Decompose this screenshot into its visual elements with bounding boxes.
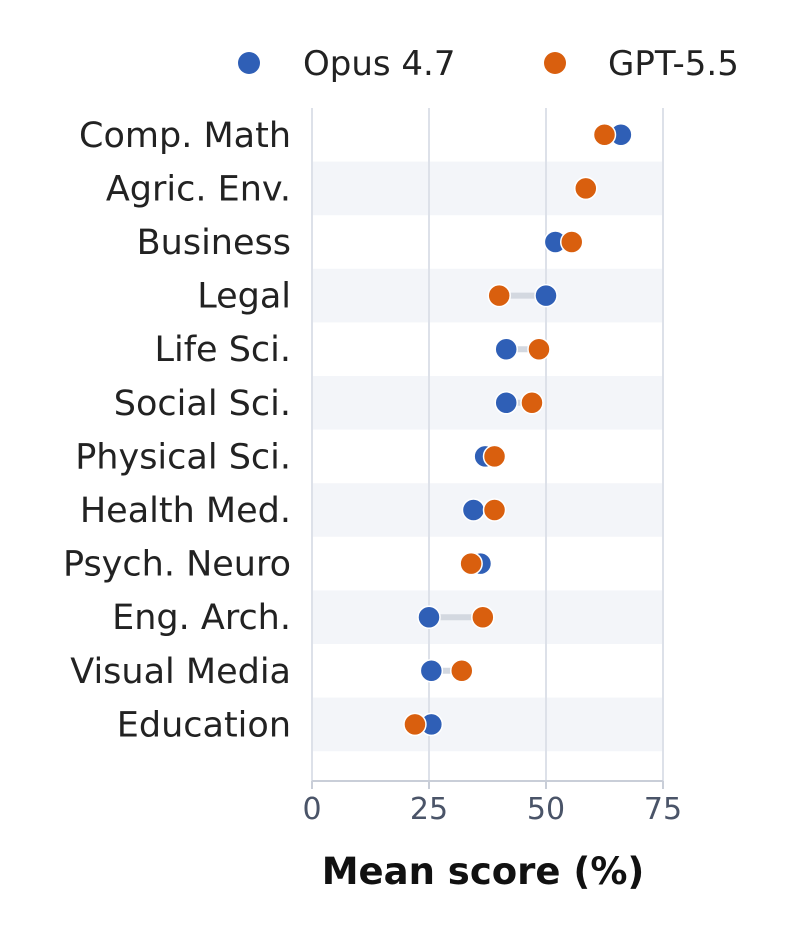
- category-label: Eng. Arch.: [112, 598, 291, 638]
- point-series-1: [419, 659, 444, 683]
- category-label: Agric. Env.: [106, 169, 291, 209]
- point-series-2: [459, 551, 483, 576]
- point-series-2: [527, 337, 551, 361]
- x-axis-title: Mean score (%): [322, 850, 645, 893]
- point-series-2: [450, 659, 474, 683]
- legend: Opus 4.7 GPT-5.5: [238, 44, 739, 84]
- tick-label: 75: [644, 792, 682, 827]
- category-label: Social Sci.: [114, 384, 291, 424]
- category-label: Business: [137, 223, 291, 263]
- tick-label: 0: [302, 792, 321, 827]
- row-band: [312, 697, 663, 752]
- category-label: Education: [117, 705, 291, 745]
- point-series-2: [592, 123, 617, 147]
- category-labels: Comp. Math Agric. Env. Business Legal Life S…: [63, 116, 291, 746]
- category-label: Health Med.: [80, 491, 291, 531]
- point-series-2: [471, 605, 495, 629]
- gridlines: [311, 108, 664, 781]
- category-label: Life Sci.: [154, 330, 291, 370]
- point-series-1: [494, 337, 518, 361]
- point-series-2: [559, 230, 584, 254]
- legend-label: GPT-5.5: [608, 44, 739, 84]
- tick-label: 50: [527, 792, 565, 827]
- data-points: [403, 123, 633, 737]
- legend-label: Opus 4.7: [303, 44, 456, 84]
- point-series-1: [494, 391, 518, 415]
- row-band: [312, 376, 663, 430]
- point-series-2: [482, 498, 507, 522]
- point-series-2: [487, 283, 511, 308]
- row-band: [312, 161, 663, 216]
- x-axis: 0 25 50 75: [302, 780, 682, 827]
- point-series-1: [534, 283, 558, 308]
- category-label: Comp. Math: [79, 116, 291, 156]
- point-series-2: [574, 176, 598, 201]
- tick-label: 25: [410, 792, 448, 827]
- point-series-2: [482, 444, 507, 469]
- point-series-2: [403, 712, 427, 737]
- category-label: Psych. Neuro: [63, 545, 291, 585]
- point-series-2: [520, 391, 544, 415]
- legend-marker: [544, 52, 566, 74]
- category-label: Physical Sci.: [75, 437, 291, 477]
- point-series-1: [461, 498, 486, 522]
- category-label: Legal: [197, 277, 291, 317]
- point-series-1: [417, 605, 441, 629]
- category-label: Visual Media: [70, 652, 291, 692]
- legend-marker: [238, 52, 260, 74]
